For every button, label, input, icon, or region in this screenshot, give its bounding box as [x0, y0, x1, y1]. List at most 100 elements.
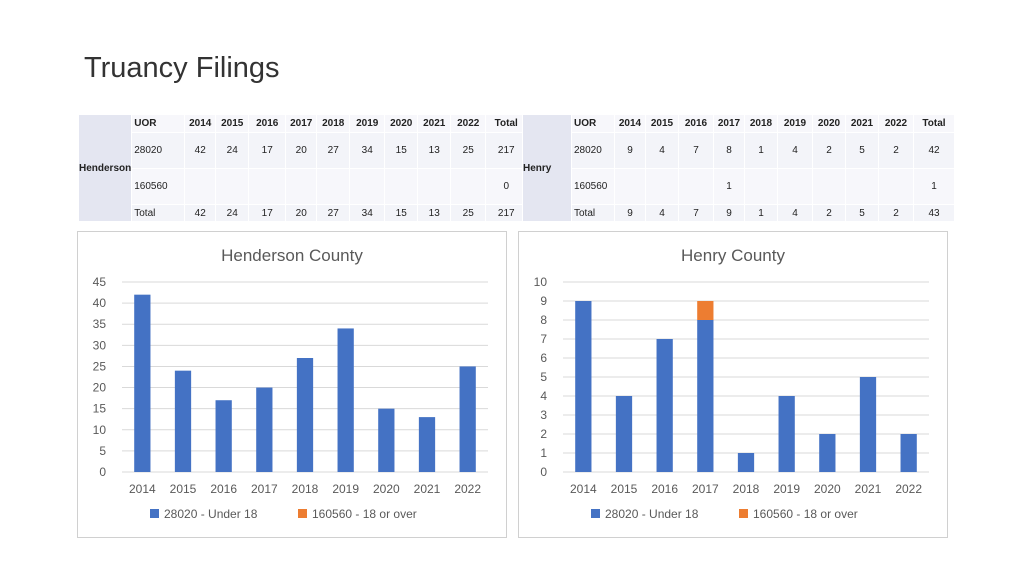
table-cell: [678, 168, 714, 205]
y-tick-label: 7: [540, 332, 547, 346]
page-title: Truancy Filings: [84, 52, 280, 84]
y-tick-label: 15: [93, 402, 107, 416]
chart-title: Henderson County: [221, 246, 363, 265]
bar-2019-series-0: [778, 396, 795, 472]
table-cell: 27: [316, 132, 351, 169]
table-header-cell: Total: [913, 114, 955, 133]
bar-2020-series-0: [819, 434, 836, 472]
y-tick-label: 5: [99, 444, 106, 458]
x-tick-label: 2022: [454, 482, 481, 496]
henry-table: Henry UOR 2014 2015 2016 2017 2018 2019 2020 202…: [522, 114, 955, 222]
bar-2017-series-0: [256, 387, 273, 472]
table-cell: 5: [845, 132, 879, 169]
table-cell: 28020: [571, 132, 615, 169]
table-cell: [285, 168, 318, 205]
table-cell: [417, 168, 452, 205]
table-cell: 20: [285, 132, 318, 169]
table-cell: [384, 168, 419, 205]
legend-label: 28020 - Under 18: [605, 507, 699, 521]
table-row: 160560 1 1: [523, 168, 955, 205]
x-tick-label: 2018: [292, 482, 319, 496]
table-cell: [878, 168, 914, 205]
bar-2021-series-0: [859, 377, 877, 472]
table-cell: 17: [248, 132, 287, 169]
henry-chart-svg: Henry County 0 1 2 3 4 5 6 7 8 9 10 2014 2015 2016 2017…: [534, 246, 929, 521]
table-cell: 27: [316, 204, 351, 222]
x-tick-label: 2022: [895, 482, 922, 496]
bar-2017-series-0: [697, 320, 714, 472]
table-header-cell: 2020: [384, 114, 419, 133]
table-cell: 20: [285, 204, 318, 222]
table-cell: 2: [812, 204, 846, 222]
henderson-table: Henderson UOR 2014 2015 2016 2017 2018 2019 202…: [77, 114, 528, 222]
table-header-cell: 2015: [645, 114, 679, 133]
y-tick-label: 3: [540, 408, 547, 422]
bar-2018-series-0: [737, 453, 755, 472]
table-header-cell: 2019: [349, 114, 386, 133]
table-cell: 25: [450, 204, 487, 222]
table-row: Total 42 24 17 20 27 34 15 13 25 217: [79, 204, 528, 222]
x-tick-label: 2014: [129, 482, 156, 496]
x-tick-label: 2015: [170, 482, 197, 496]
table-cell: 4: [645, 132, 679, 169]
y-tick-label: 40: [93, 296, 107, 310]
table-header-cell: 2021: [845, 114, 879, 133]
table-cell: [744, 168, 778, 205]
bar-2015-series-0: [615, 396, 633, 472]
table-cell: 42: [913, 132, 955, 169]
table-cell: 5: [845, 204, 879, 222]
table-header-cell: 2014: [184, 114, 217, 133]
table-cell: 13: [417, 132, 452, 169]
table-cell: 9: [614, 204, 646, 222]
table-row: 160560 0: [79, 168, 528, 205]
table-header-cell: 2022: [450, 114, 487, 133]
y-tick-label: 9: [540, 294, 547, 308]
table-header-cell: 2014: [614, 114, 646, 133]
table-header-cell: 2018: [744, 114, 778, 133]
table-cell: 13: [417, 204, 452, 222]
henderson-chart-svg: Henderson County 0 5 10 15 20 25 30 35 40 45 2014 20…: [93, 246, 488, 521]
table-header-cell: 2019: [777, 114, 813, 133]
table-cell: 15: [384, 204, 419, 222]
table-cell: [777, 168, 813, 205]
x-tick-label: 2021: [855, 482, 882, 496]
x-tick-label: 2019: [773, 482, 800, 496]
table-cell: 43: [913, 204, 955, 222]
bar-2016-series-0: [215, 400, 232, 472]
table-header-cell: 2021: [417, 114, 452, 133]
table-cell: 8: [713, 132, 745, 169]
y-tick-label: 0: [540, 465, 547, 479]
table-cell: [450, 168, 487, 205]
bar-2019-series-0: [337, 328, 354, 472]
table-cell: [812, 168, 846, 205]
table-header-cell: 2017: [713, 114, 745, 133]
bar-2022-series-0: [900, 434, 917, 472]
table-cell: 0: [485, 168, 528, 205]
table-cell: [349, 168, 386, 205]
county-label: Henderson: [77, 114, 133, 222]
table-cell: [184, 168, 217, 205]
x-tick-label: 2017: [692, 482, 719, 496]
table-header-cell: 2022: [878, 114, 914, 133]
table-cell: 1: [744, 132, 778, 169]
y-tick-label: 1: [540, 446, 547, 460]
table-header-cell: 2016: [248, 114, 287, 133]
y-tick-label: 45: [93, 275, 107, 289]
x-tick-label: 2016: [210, 482, 237, 496]
table-cell: 217: [485, 132, 528, 169]
y-tick-label: 10: [534, 275, 548, 289]
legend-swatch: [150, 509, 159, 518]
table-cell: [215, 168, 250, 205]
bar-2014-series-0: [134, 294, 151, 472]
table-header-cell: UOR: [571, 114, 615, 133]
bar-2021-series-0: [418, 417, 436, 472]
table-cell: 24: [215, 132, 250, 169]
table-cell: 1: [744, 204, 778, 222]
y-tick-label: 10: [93, 423, 107, 437]
henry-chart: Henry County 0 1 2 3 4 5 6 7 8 9 10 2014 2015 2016 2017…: [518, 231, 948, 538]
county-label: Henry: [522, 114, 572, 222]
henderson-chart: Henderson County 0 5 10 15 20 25 30 35 40 45 2014 20…: [77, 231, 507, 538]
y-tick-label: 5: [540, 370, 547, 384]
table-cell: 9: [713, 204, 745, 222]
legend-label: 160560 - 18 or over: [753, 507, 858, 521]
